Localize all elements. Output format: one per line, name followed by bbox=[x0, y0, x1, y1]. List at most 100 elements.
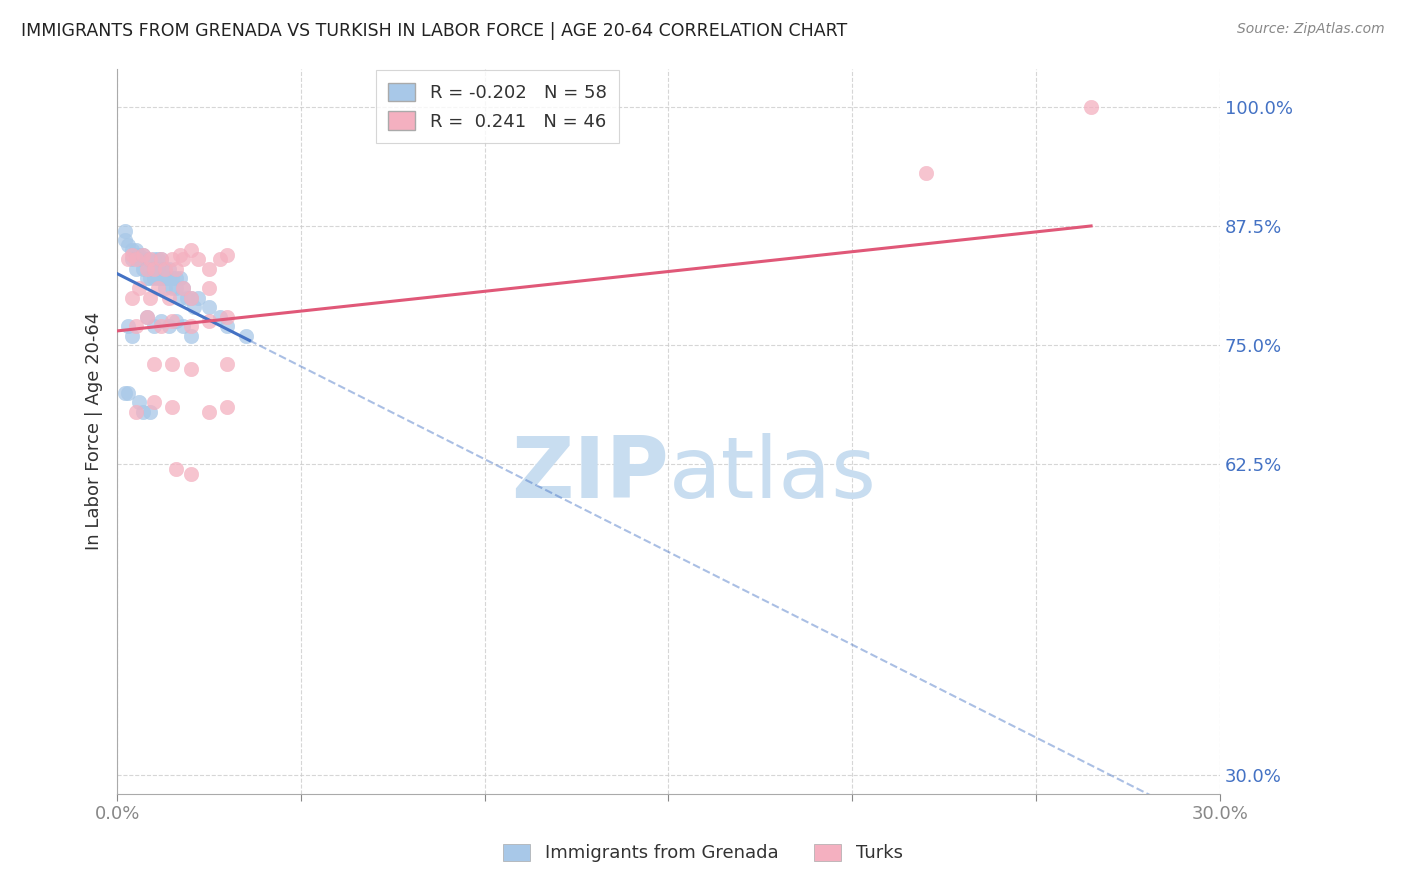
Point bbox=[162, 401, 184, 415]
Point bbox=[169, 247, 191, 261]
Point bbox=[128, 395, 150, 409]
Point bbox=[114, 224, 136, 238]
Point bbox=[162, 271, 184, 285]
Point bbox=[153, 261, 176, 276]
Point bbox=[172, 281, 194, 295]
Point bbox=[139, 291, 162, 305]
Point bbox=[139, 261, 162, 276]
Point bbox=[117, 386, 139, 401]
Point bbox=[135, 252, 157, 267]
Point bbox=[217, 310, 239, 324]
Y-axis label: In Labor Force | Age 20-64: In Labor Force | Age 20-64 bbox=[86, 312, 103, 550]
Point bbox=[117, 238, 139, 252]
Point bbox=[180, 291, 202, 305]
Point bbox=[150, 271, 173, 285]
Point bbox=[135, 271, 157, 285]
Point bbox=[187, 291, 209, 305]
Point bbox=[139, 271, 162, 285]
Point bbox=[180, 243, 202, 257]
Point bbox=[165, 261, 187, 276]
Point bbox=[162, 281, 184, 295]
Point bbox=[209, 252, 232, 267]
Point bbox=[142, 252, 165, 267]
Point bbox=[150, 319, 173, 334]
Point bbox=[128, 247, 150, 261]
Point bbox=[169, 271, 191, 285]
Point bbox=[142, 357, 165, 371]
Point bbox=[198, 261, 221, 276]
Point bbox=[187, 252, 209, 267]
Point bbox=[165, 281, 187, 295]
Point bbox=[172, 281, 194, 295]
Point bbox=[153, 281, 176, 295]
Point bbox=[150, 314, 173, 328]
Point bbox=[162, 314, 184, 328]
Point bbox=[124, 261, 146, 276]
Point bbox=[150, 252, 173, 267]
Point bbox=[209, 310, 232, 324]
Point bbox=[132, 247, 155, 261]
Point bbox=[121, 252, 143, 267]
Point bbox=[135, 261, 157, 276]
Point bbox=[176, 291, 198, 305]
Point bbox=[121, 243, 143, 257]
Point bbox=[172, 252, 194, 267]
Point bbox=[180, 291, 202, 305]
Point bbox=[142, 261, 165, 276]
Text: IMMIGRANTS FROM GRENADA VS TURKISH IN LABOR FORCE | AGE 20-64 CORRELATION CHART: IMMIGRANTS FROM GRENADA VS TURKISH IN LA… bbox=[21, 22, 848, 40]
Point bbox=[128, 252, 150, 267]
Point bbox=[139, 405, 162, 419]
Text: ZIP: ZIP bbox=[510, 434, 668, 516]
Point bbox=[165, 314, 187, 328]
Point bbox=[128, 281, 150, 295]
Text: atlas: atlas bbox=[668, 434, 876, 516]
Point bbox=[1080, 100, 1102, 114]
Point bbox=[124, 252, 146, 267]
Point bbox=[121, 291, 143, 305]
Point bbox=[135, 310, 157, 324]
Point bbox=[142, 319, 165, 334]
Point bbox=[146, 252, 169, 267]
Point bbox=[117, 319, 139, 334]
Point bbox=[162, 357, 184, 371]
Point bbox=[914, 166, 936, 180]
Point bbox=[121, 328, 143, 343]
Point bbox=[132, 405, 155, 419]
Point bbox=[217, 247, 239, 261]
Point bbox=[180, 328, 202, 343]
Point bbox=[198, 314, 221, 328]
Point bbox=[172, 319, 194, 334]
Point bbox=[180, 467, 202, 481]
Point bbox=[150, 252, 173, 267]
Point bbox=[124, 405, 146, 419]
Point bbox=[165, 271, 187, 285]
Point bbox=[198, 405, 221, 419]
Point bbox=[157, 319, 180, 334]
Point bbox=[135, 310, 157, 324]
Point bbox=[165, 462, 187, 476]
Point bbox=[183, 300, 205, 314]
Point bbox=[157, 261, 180, 276]
Point bbox=[217, 401, 239, 415]
Point bbox=[146, 271, 169, 285]
Point bbox=[150, 261, 173, 276]
Point bbox=[142, 261, 165, 276]
Point bbox=[153, 261, 176, 276]
Point bbox=[124, 319, 146, 334]
Point bbox=[198, 281, 221, 295]
Point bbox=[139, 252, 162, 267]
Point bbox=[132, 247, 155, 261]
Point bbox=[157, 271, 180, 285]
Point bbox=[198, 300, 221, 314]
Point bbox=[217, 357, 239, 371]
Point bbox=[142, 395, 165, 409]
Point bbox=[235, 328, 257, 343]
Point bbox=[142, 271, 165, 285]
Point bbox=[217, 319, 239, 334]
Point bbox=[117, 252, 139, 267]
Point bbox=[180, 362, 202, 376]
Point bbox=[114, 386, 136, 401]
Point bbox=[132, 261, 155, 276]
Point bbox=[146, 281, 169, 295]
Point bbox=[153, 271, 176, 285]
